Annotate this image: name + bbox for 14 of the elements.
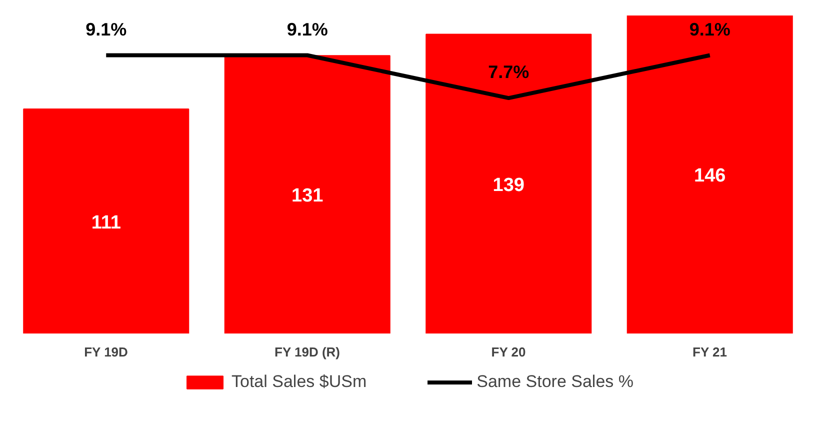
x-tick-label: FY 19D [84,344,128,360]
data-label: 9.1% [86,19,127,40]
data-label: 131 [292,186,324,207]
legend-label: Total Sales $USm [232,372,367,392]
legend-label: Same Store Sales % [476,372,634,392]
data-label: 146 [694,166,726,186]
data-label: 7.7% [488,62,530,82]
x-tick-label: FY 20 [491,344,526,360]
data-label: 9.1% [286,19,328,40]
data-label: 139 [492,174,524,196]
data-label: 111 [91,212,122,234]
data-label: 9.1% [689,19,730,40]
x-tick-label: FY 21 [692,344,727,360]
x-tick-label: FY 19D (R) [274,344,340,360]
